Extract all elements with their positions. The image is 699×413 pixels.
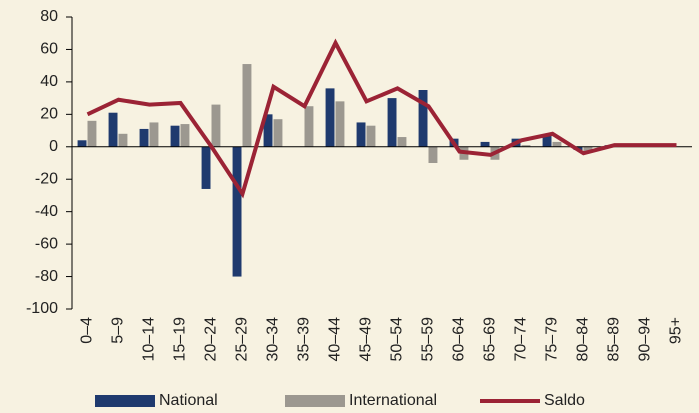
bar bbox=[201, 146, 211, 189]
bar bbox=[325, 88, 335, 147]
y-tick-label: -40 bbox=[35, 203, 58, 220]
x-tick-label: 5–9 bbox=[110, 317, 127, 344]
x-tick-label: 0–4 bbox=[79, 317, 96, 344]
x-tick-label: 60–64 bbox=[451, 317, 468, 362]
bar bbox=[304, 106, 314, 147]
x-tick-label: 40–44 bbox=[327, 317, 344, 362]
bar bbox=[418, 90, 428, 147]
x-tick-label: 65–69 bbox=[482, 317, 499, 362]
bar bbox=[232, 146, 242, 277]
x-tick-label: 70–74 bbox=[513, 317, 530, 362]
legend-label: International bbox=[349, 392, 437, 409]
bar bbox=[356, 122, 366, 147]
x-tick-label: 45–49 bbox=[358, 317, 375, 362]
bar bbox=[583, 146, 593, 152]
y-tick-label: 0 bbox=[49, 138, 58, 155]
y-tick-label: -20 bbox=[35, 170, 58, 187]
bar bbox=[108, 112, 118, 147]
line bbox=[86, 38, 677, 199]
bar bbox=[170, 125, 180, 147]
x-tick-label: 10–14 bbox=[141, 317, 158, 362]
y-tick-label: -100 bbox=[26, 300, 58, 317]
y-tick-label: -60 bbox=[35, 235, 58, 252]
bar bbox=[335, 101, 345, 147]
bar bbox=[552, 141, 562, 147]
bar bbox=[366, 125, 376, 147]
y-tick-label: 20 bbox=[40, 106, 58, 123]
bar bbox=[149, 122, 159, 147]
x-tick-label: 50–54 bbox=[389, 317, 406, 362]
bar bbox=[542, 135, 552, 147]
x-tick-label: 55–59 bbox=[420, 317, 437, 362]
bar bbox=[139, 128, 149, 147]
bar bbox=[397, 137, 407, 147]
x-tick-label: 75–79 bbox=[544, 317, 561, 362]
x-tick-label: 20–24 bbox=[203, 317, 220, 362]
bar bbox=[273, 119, 283, 147]
bar bbox=[180, 124, 190, 147]
x-tick-label: 95+ bbox=[668, 317, 685, 344]
bar bbox=[211, 104, 221, 147]
bar bbox=[428, 146, 438, 163]
y-tick-label: 40 bbox=[40, 73, 58, 90]
x-tick-label: 25–29 bbox=[234, 317, 251, 362]
legend-label: Saldo bbox=[544, 392, 585, 409]
legend-swatch bbox=[285, 395, 345, 407]
y-tick-label: 60 bbox=[40, 41, 58, 58]
x-tick-label: 15–19 bbox=[172, 317, 189, 362]
legend-label: National bbox=[159, 392, 218, 409]
bar bbox=[242, 64, 252, 147]
x-tick-label: 35–39 bbox=[296, 317, 313, 362]
bar bbox=[480, 141, 490, 147]
legend-swatch bbox=[95, 395, 155, 407]
x-tick-label: 80–84 bbox=[575, 317, 592, 362]
x-tick-label: 90–94 bbox=[637, 317, 654, 362]
y-tick-label: 80 bbox=[40, 8, 58, 25]
bar bbox=[77, 140, 87, 147]
bar bbox=[87, 120, 97, 147]
x-tick-label: 85–89 bbox=[606, 317, 623, 362]
bar bbox=[521, 145, 531, 147]
y-tick-label: -80 bbox=[35, 268, 58, 285]
bar bbox=[118, 133, 128, 147]
x-tick-label: 30–34 bbox=[265, 317, 282, 362]
bar bbox=[263, 114, 273, 147]
bar bbox=[387, 98, 397, 147]
